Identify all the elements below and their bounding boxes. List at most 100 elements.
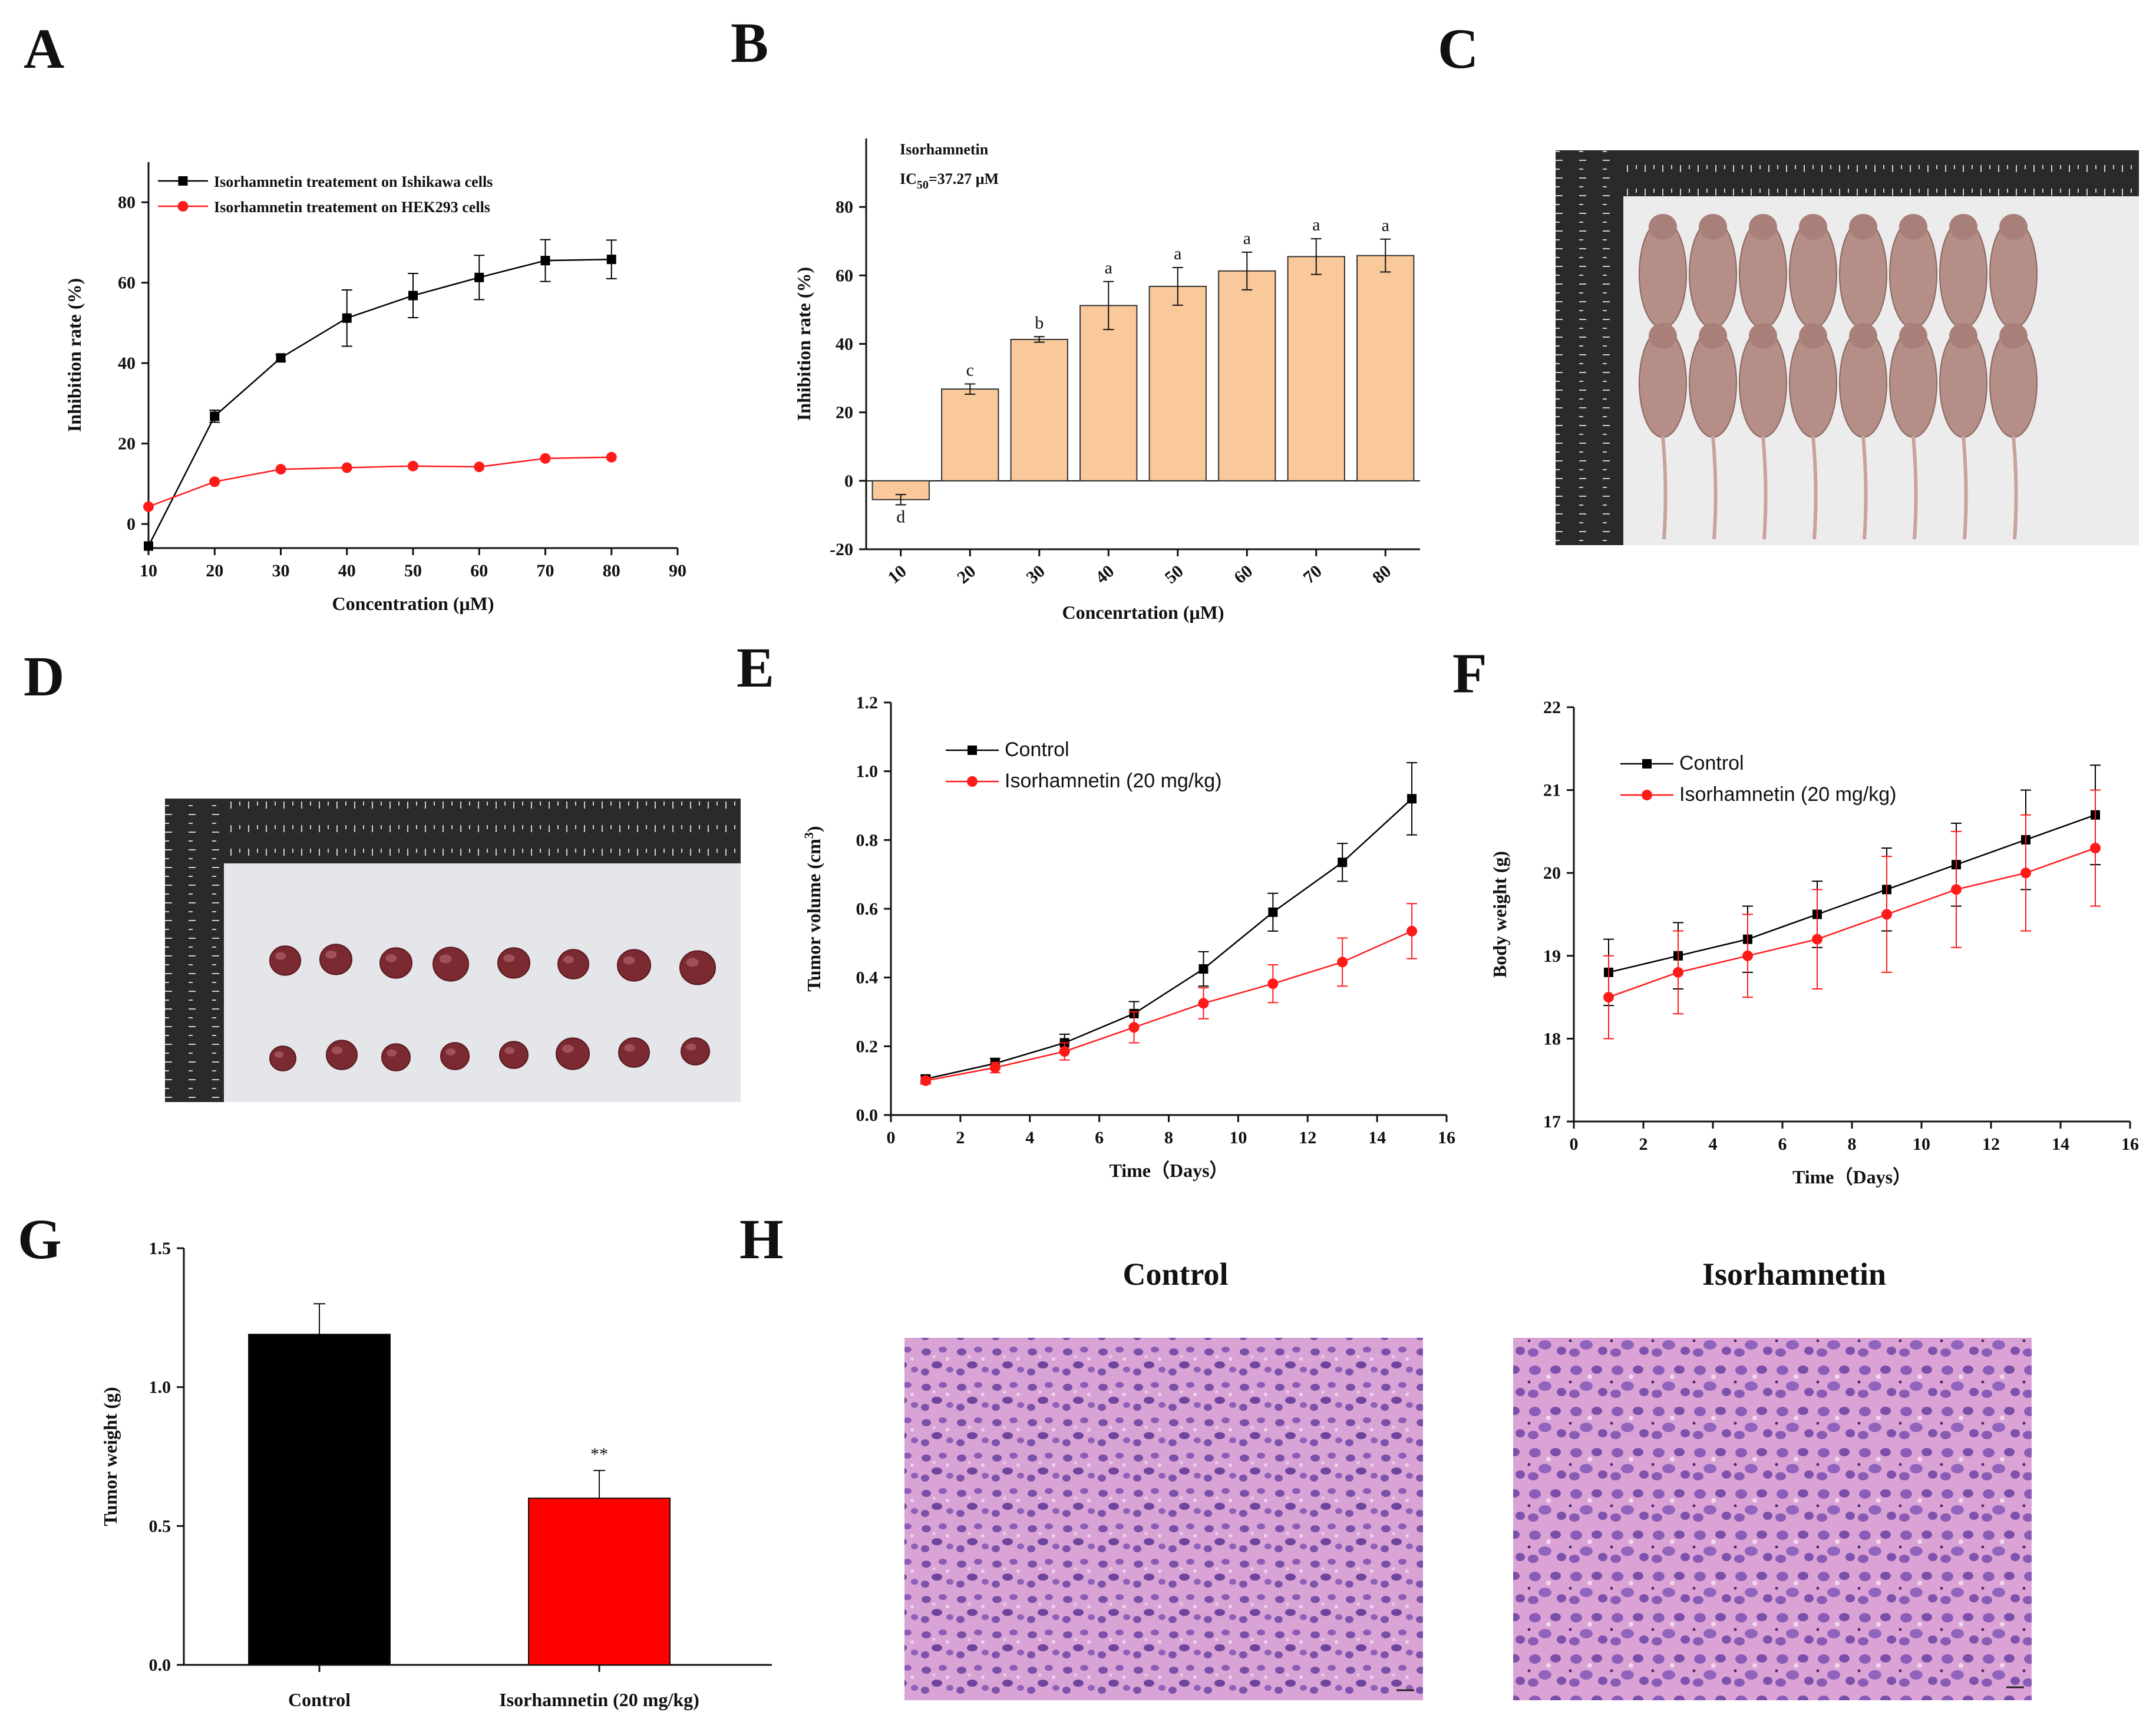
- y-axis-label-main: Tumor volume (cm: [803, 839, 824, 992]
- tumor-highlight: [325, 951, 337, 959]
- data-point: [920, 1075, 931, 1086]
- y-tick-label: 80: [118, 193, 136, 212]
- x-tick-label: 16: [1438, 1128, 1455, 1147]
- data-point: [143, 501, 154, 512]
- x-tick-label: 40: [338, 561, 356, 581]
- tumor: [319, 944, 352, 975]
- series-1: Isorhamnetin (20 mg/kg): [920, 770, 1418, 1086]
- x-tick-label: 10: [1229, 1128, 1247, 1147]
- significance-letter: b: [1035, 313, 1044, 332]
- significance-letter: a: [1174, 244, 1181, 263]
- y-tick-label: 22: [1543, 698, 1561, 717]
- y-tick-label: 1.0: [149, 1378, 171, 1397]
- mouse-head: [1949, 323, 1977, 349]
- data-point: [1198, 998, 1209, 1009]
- x-tick-label: 8: [1848, 1134, 1857, 1154]
- series-0: Isorhamnetin treatement on Ishikawa cell…: [144, 173, 617, 551]
- y-tick-label: 21: [1543, 781, 1561, 800]
- data-point: [1742, 950, 1753, 961]
- data-point: [474, 272, 484, 282]
- y-tick-label: 20: [1543, 863, 1561, 883]
- histology-title-control: Control: [1122, 1256, 1228, 1292]
- tumor: [499, 1041, 529, 1069]
- y-tick-label: 0.5: [149, 1516, 171, 1536]
- mouse-head: [1749, 323, 1777, 349]
- tumor: [679, 950, 716, 985]
- data-point: [1951, 884, 1962, 895]
- data-point: [144, 541, 153, 551]
- mouse-tail: [1661, 436, 1668, 540]
- bar: [1287, 256, 1345, 481]
- x-tick-label: 70: [537, 561, 554, 581]
- y-tick-label: 20: [118, 434, 136, 454]
- histology-title-isorhamnetin: Isorhamnetin: [1702, 1256, 1886, 1292]
- data-point: [1407, 794, 1417, 804]
- x-tick-label: 70: [1300, 561, 1326, 588]
- tumor: [556, 1037, 590, 1070]
- y-tick-label: 0.0: [856, 1106, 879, 1125]
- x-tick-label: 8: [1164, 1128, 1173, 1147]
- ic50-value: =37.27 μM: [929, 170, 999, 187]
- tumor-highlight: [623, 956, 635, 965]
- x-tick-label: 10: [884, 561, 910, 588]
- data-point: [210, 411, 220, 421]
- x-tick-label: 20: [206, 561, 223, 581]
- x-tick-label: 12: [1982, 1134, 2000, 1154]
- y-axis-label: Tumor weight (g): [100, 1387, 121, 1526]
- bar: [1079, 305, 1138, 481]
- x-axis-label: Concentration (μM): [332, 593, 494, 614]
- x-tick-label: 40: [1092, 561, 1118, 588]
- y-tick-label: 60: [836, 266, 853, 285]
- x-tick-label: 90: [669, 561, 686, 581]
- mouse-head: [1649, 214, 1677, 240]
- x-tick-label: 0: [1570, 1134, 1579, 1154]
- series-line: [1608, 814, 2096, 974]
- mouse-head: [1649, 323, 1677, 349]
- data-point: [540, 256, 550, 266]
- y-tick-label: 17: [1543, 1112, 1561, 1132]
- panel-letter-d: D: [24, 645, 64, 708]
- annotation-title: Isorhamnetin: [900, 141, 989, 158]
- data-point: [209, 476, 220, 487]
- x-tick-label: Isorhamnetin (20 mg/kg): [499, 1689, 699, 1710]
- x-tick-label: 6: [1778, 1134, 1787, 1154]
- mouse-head: [1849, 323, 1877, 349]
- tumor-highlight: [385, 954, 397, 962]
- tumor: [381, 1043, 411, 1071]
- data-point: [1338, 857, 1348, 868]
- data-point: [1059, 1046, 1070, 1057]
- y-tick-label: 0.8: [856, 830, 879, 850]
- photo-d-ruler-top: [165, 799, 741, 863]
- x-tick-label: 80: [1369, 561, 1395, 588]
- x-tick-label: 10: [140, 561, 157, 581]
- x-tick-label: 4: [1709, 1134, 1718, 1154]
- mouse-tail: [1861, 436, 1868, 540]
- tumor: [618, 1037, 650, 1068]
- bar: [528, 1498, 671, 1665]
- panel-letter-g: G: [18, 1208, 62, 1271]
- legend-marker: [968, 746, 977, 755]
- mouse-head: [1699, 323, 1727, 349]
- mouse-tail: [1811, 436, 1818, 540]
- mouse-head: [1899, 214, 1927, 240]
- bar: [1218, 270, 1276, 481]
- y-axis-label: Inhibition rate (%): [64, 278, 85, 432]
- y-tick-label: 0.2: [856, 1037, 879, 1056]
- series-line: [147, 258, 612, 547]
- chart-f-body-weight: 0 2 4 6 8 10 12 14 16 17 18 19 20 21 22 Time（Days） Body …: [1489, 698, 2139, 1188]
- tumor-highlight: [504, 1047, 515, 1054]
- x-tick-label: 30: [272, 561, 290, 581]
- legend-label: Control: [1005, 738, 1069, 761]
- y-tick-label: 20: [836, 403, 853, 423]
- tumor-highlight: [387, 1049, 397, 1057]
- significance-stars: **: [590, 1444, 608, 1464]
- significance-letter: a: [1312, 215, 1320, 235]
- y-tick-label: 1.2: [856, 693, 879, 713]
- y-tick-label: 0.6: [856, 899, 879, 919]
- data-point: [1267, 978, 1279, 990]
- data-point: [1128, 1022, 1140, 1033]
- bar: [248, 1334, 391, 1665]
- significance-letter: a: [1105, 258, 1112, 278]
- chart-b-inhibition-bar: -20 0 20 40 60 80 d 10 c 20 b 30 a 40 a 50 a 60 a 70 a 80 Conc…: [793, 138, 1420, 623]
- y-tick-label: 19: [1543, 946, 1561, 966]
